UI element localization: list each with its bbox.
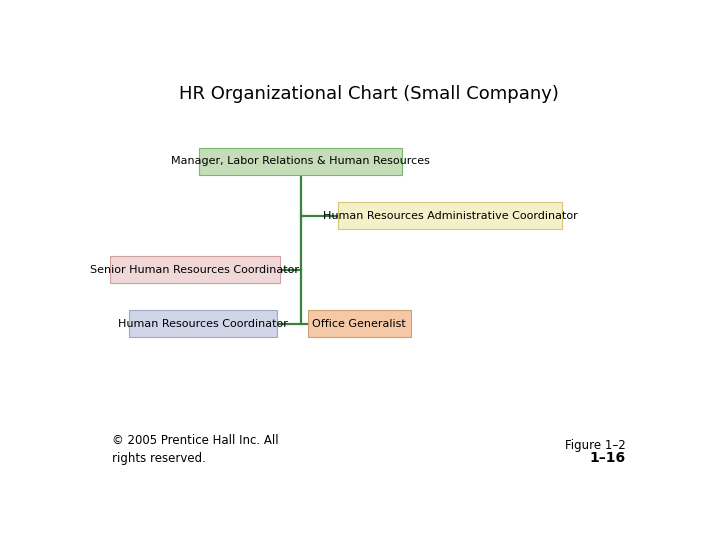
FancyBboxPatch shape [109,256,279,283]
Text: Human Resources Coordinator: Human Resources Coordinator [118,319,288,329]
FancyBboxPatch shape [129,310,277,337]
Text: Senior Human Resources Coordinator: Senior Human Resources Coordinator [90,265,299,274]
Text: © 2005 Prentice Hall Inc. All
rights reserved.: © 2005 Prentice Hall Inc. All rights res… [112,434,279,465]
Text: HR Organizational Chart (Small Company): HR Organizational Chart (Small Company) [179,85,559,103]
Text: Manager, Labor Relations & Human Resources: Manager, Labor Relations & Human Resourc… [171,157,430,166]
FancyBboxPatch shape [307,310,411,337]
FancyBboxPatch shape [338,202,562,229]
Text: Office Generalist: Office Generalist [312,319,406,329]
Text: 1–16: 1–16 [590,451,626,465]
Text: Human Resources Administrative Coordinator: Human Resources Administrative Coordinat… [323,211,577,220]
Text: Figure 1–2: Figure 1–2 [565,439,626,452]
FancyBboxPatch shape [199,148,402,175]
